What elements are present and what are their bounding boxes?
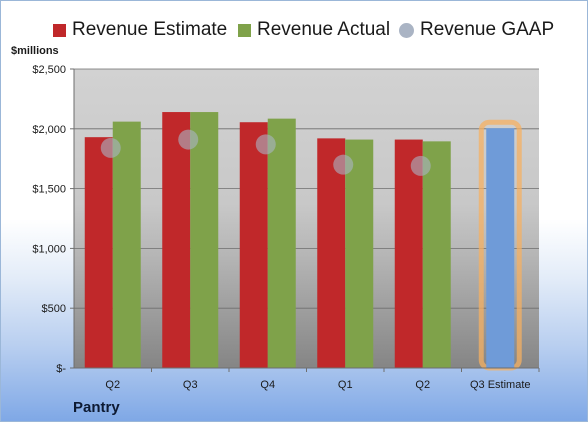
x-tick-label: Q4 bbox=[260, 379, 275, 391]
point-revenue-gaap bbox=[333, 154, 354, 175]
bar-revenue-actual bbox=[345, 139, 374, 368]
bar-revenue-estimate bbox=[84, 137, 113, 368]
bar-revenue-estimate bbox=[239, 122, 268, 368]
x-tick-label: Q1 bbox=[338, 379, 353, 391]
point-revenue-gaap bbox=[178, 129, 199, 150]
legend-swatch-revenue-actual bbox=[238, 23, 251, 37]
bar-q3-estimate bbox=[486, 128, 515, 368]
x-tick-label: Q3 Estimate bbox=[470, 379, 531, 391]
legend-swatch-revenue-estimate bbox=[53, 23, 66, 37]
bar-revenue-actual bbox=[112, 121, 141, 369]
bar-revenue-actual bbox=[422, 141, 451, 368]
point-revenue-gaap bbox=[255, 134, 276, 155]
legend-item-revenue-estimate: Revenue Estimate bbox=[53, 15, 227, 45]
legend-label-revenue-actual: Revenue Actual bbox=[257, 19, 391, 40]
legend-label-revenue-gaap: Revenue GAAP bbox=[420, 19, 555, 40]
x-tick-label: Q2 bbox=[415, 379, 430, 391]
legend-item-revenue-gaap: Revenue GAAP bbox=[399, 15, 554, 45]
y-tick-label: $2,000 bbox=[32, 124, 66, 136]
y-tick-label: $500 bbox=[42, 303, 66, 315]
bar-revenue-estimate bbox=[317, 138, 346, 368]
plot-area bbox=[74, 69, 539, 368]
legend: Revenue Estimate Revenue Actual Revenue … bbox=[1, 15, 587, 45]
y-tick-label: $2,500 bbox=[32, 64, 66, 76]
legend-item-revenue-actual: Revenue Actual bbox=[238, 15, 390, 45]
bar-revenue-actual bbox=[267, 118, 296, 368]
y-tick-label: $- bbox=[56, 363, 66, 375]
point-revenue-gaap bbox=[410, 155, 431, 176]
bar-revenue-actual bbox=[190, 112, 219, 368]
bar-revenue-estimate bbox=[162, 112, 191, 368]
legend-dot-revenue-gaap bbox=[399, 22, 414, 38]
y-tick-label: $1,500 bbox=[32, 184, 66, 196]
legend-label-revenue-estimate: Revenue Estimate bbox=[72, 19, 228, 40]
y-axis-unit-label: $millions bbox=[11, 45, 59, 57]
company-name: Pantry bbox=[73, 399, 120, 416]
point-revenue-gaap bbox=[100, 137, 121, 158]
x-tick-label: Q2 bbox=[105, 379, 120, 391]
x-tick-label: Q3 bbox=[183, 379, 198, 391]
bar-revenue-estimate bbox=[394, 139, 423, 368]
y-tick-label: $1,000 bbox=[32, 243, 66, 255]
